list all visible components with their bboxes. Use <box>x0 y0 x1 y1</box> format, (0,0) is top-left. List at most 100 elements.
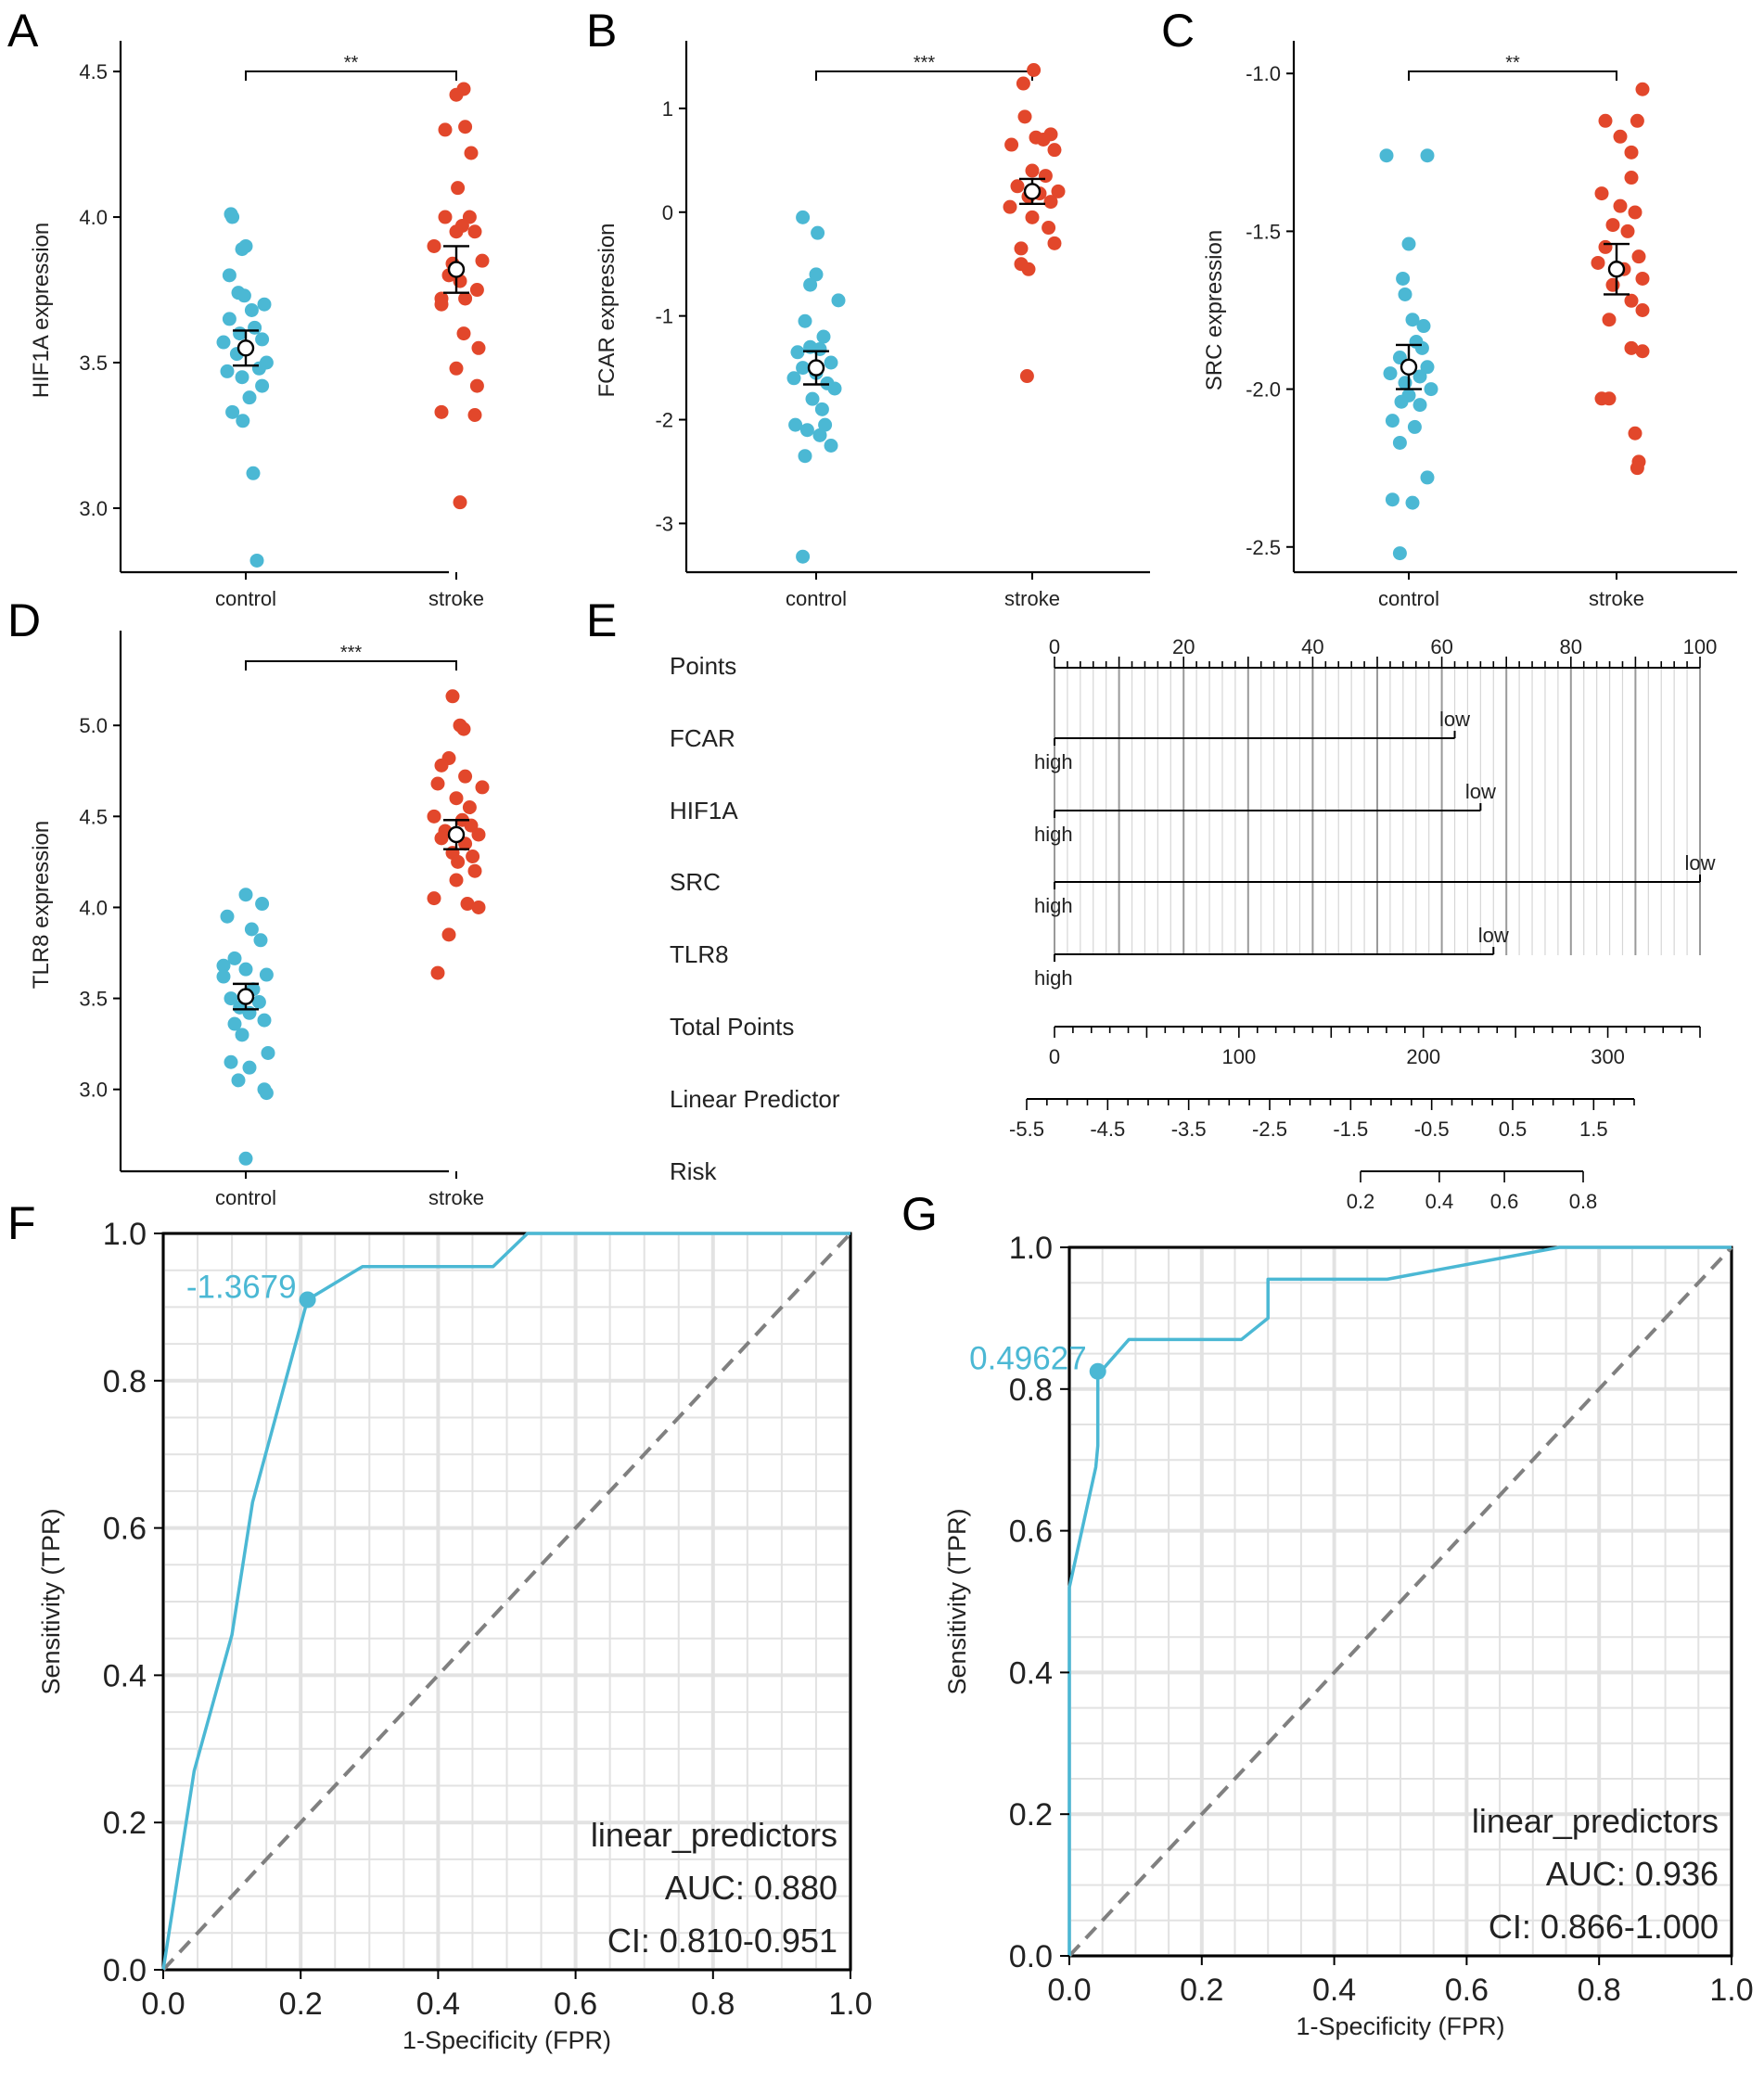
data-point-control <box>255 378 270 393</box>
significance-label: *** <box>340 643 363 663</box>
y-tick-label: -3 <box>655 512 673 535</box>
linear-predictor-label: -3.5 <box>1171 1118 1207 1141</box>
cutoff-point <box>299 1291 316 1309</box>
y-tick-label: 1.0 <box>1009 1231 1053 1266</box>
mean-marker <box>447 261 466 278</box>
x-tick-label: 0.0 <box>1047 1973 1091 2008</box>
data-point-stroke <box>458 291 473 306</box>
mean-marker <box>236 339 255 357</box>
linear-predictor-label: -1.5 <box>1333 1118 1368 1141</box>
data-point-stroke <box>1016 76 1030 91</box>
total-points-label: 200 <box>1406 1045 1440 1068</box>
data-point-stroke <box>1605 218 1620 233</box>
risk-label: 0.2 <box>1347 1190 1375 1213</box>
data-point-stroke <box>1624 340 1639 355</box>
data-point-stroke <box>434 404 449 419</box>
data-point-stroke <box>458 769 473 784</box>
data-point-stroke <box>1631 249 1646 264</box>
data-point-stroke <box>1635 82 1650 96</box>
nomogram-row-label: HIF1A <box>670 797 738 824</box>
x-tick-label: control <box>1378 587 1439 610</box>
data-point-control <box>235 1028 249 1042</box>
legend-ci: CI: 0.810-0.951 <box>607 1922 837 1960</box>
data-point-stroke <box>449 87 464 102</box>
legend-auc: AUC: 0.880 <box>665 1869 837 1907</box>
level-label-low: low <box>1439 708 1470 731</box>
y-axis-label: Sensitivity (TPR) <box>943 1508 971 1694</box>
data-point-control <box>1414 340 1429 355</box>
panel-A: A 3.0 3.5 4.0 4.5 HIF1A expression control stro… <box>7 5 490 610</box>
data-point-control <box>224 991 238 1006</box>
mean-marker <box>1023 183 1042 200</box>
total-points-label: 100 <box>1221 1045 1256 1068</box>
level-label-low: low <box>1684 851 1715 875</box>
data-point-control <box>803 277 818 292</box>
data-point-control <box>255 897 270 912</box>
data-point-control <box>798 449 812 464</box>
panel-letter-D: D <box>7 594 41 646</box>
y-tick-label: 0.8 <box>1009 1373 1053 1408</box>
data-point-stroke <box>453 495 467 510</box>
data-point-stroke <box>1594 186 1609 201</box>
data-point-control <box>238 888 253 902</box>
y-tick-label: 0.2 <box>1009 1797 1053 1833</box>
data-point-control <box>824 439 838 453</box>
data-point-control <box>1401 236 1416 251</box>
x-tick-label: control <box>215 587 276 610</box>
data-point-control <box>242 1060 257 1075</box>
data-point-control <box>251 994 266 1009</box>
data-point-control <box>242 390 257 405</box>
data-point-stroke <box>1017 109 1032 124</box>
x-tick-label: 0.6 <box>1445 1973 1489 2008</box>
data-point-stroke <box>449 361 464 376</box>
data-point-control <box>244 303 259 317</box>
data-point-control <box>255 332 270 347</box>
data-point-stroke <box>471 827 486 842</box>
risk-label: 0.8 <box>1569 1190 1598 1213</box>
nomogram-row-label: Linear Predictor <box>670 1085 840 1113</box>
data-point-stroke <box>1602 391 1617 406</box>
y-tick-label: 1 <box>662 97 673 121</box>
data-point-control <box>225 404 240 419</box>
data-point-control <box>786 371 801 386</box>
data-point-control <box>1383 366 1398 381</box>
data-point-control <box>235 370 249 385</box>
data-point-stroke <box>467 863 482 878</box>
data-point-stroke <box>475 780 490 795</box>
data-point-control <box>814 402 829 416</box>
x-tick-label: stroke <box>428 587 484 610</box>
data-point-stroke <box>1635 344 1650 359</box>
panel-letter-G: G <box>901 1188 938 1240</box>
panel-letter-B: B <box>586 5 617 57</box>
y-tick-label: 4.0 <box>79 896 108 919</box>
data-point-stroke <box>469 283 484 298</box>
data-point-control <box>222 268 236 283</box>
y-tick-label: 4.5 <box>79 60 108 83</box>
points-axis-label: 0 <box>1049 635 1060 658</box>
data-point-stroke <box>1036 132 1051 147</box>
data-point-control <box>812 428 827 442</box>
data-point-control <box>231 1073 246 1088</box>
data-point-control <box>259 967 274 982</box>
x-tick-label: 0.0 <box>141 1986 185 2022</box>
roc-curve <box>1067 1245 1732 1956</box>
data-point-control <box>242 1005 257 1020</box>
data-point-stroke <box>1014 241 1029 256</box>
data-point-stroke <box>1010 179 1025 194</box>
data-point-control <box>1416 319 1431 334</box>
y-tick-label: -2 <box>655 409 673 432</box>
data-point-control <box>1398 376 1412 390</box>
y-tick-label: 0.8 <box>103 1364 147 1399</box>
x-tick-label: stroke <box>1004 587 1060 610</box>
data-point-stroke <box>1004 137 1019 152</box>
data-point-stroke <box>471 900 486 914</box>
data-point-control <box>246 466 261 480</box>
nomogram-row-label: Points <box>670 652 736 680</box>
linear-predictor-label: -2.5 <box>1252 1118 1287 1141</box>
data-point-stroke <box>434 831 449 846</box>
data-point-control <box>220 909 235 924</box>
data-point-stroke <box>430 776 445 791</box>
data-point-stroke <box>430 965 445 980</box>
data-point-stroke <box>467 408 482 422</box>
data-point-stroke <box>427 238 441 253</box>
